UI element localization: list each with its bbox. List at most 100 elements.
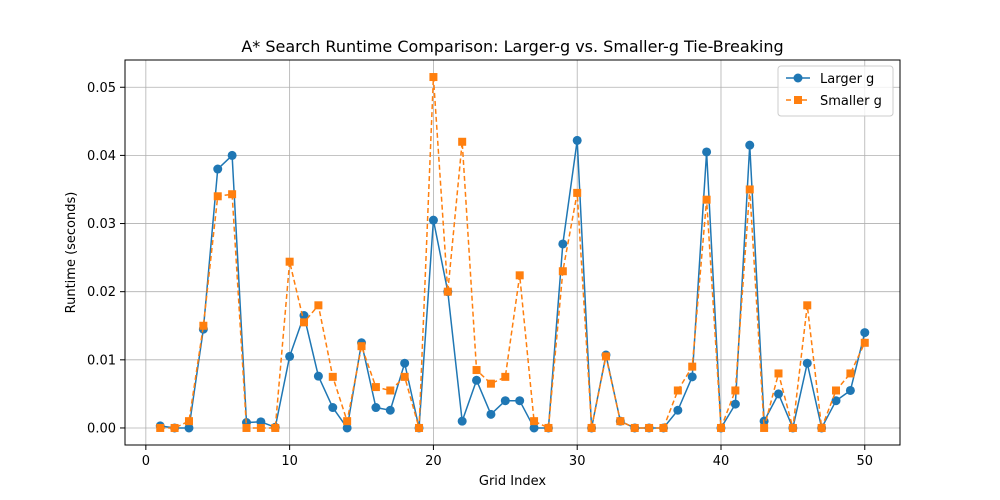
data-point-larger-g <box>802 358 812 368</box>
legend-label-larger-g: Larger g <box>820 72 874 87</box>
data-point-smaller-g <box>371 383 380 392</box>
data-point-larger-g <box>428 215 438 225</box>
data-point-larger-g <box>572 135 582 145</box>
data-point-smaller-g <box>242 423 251 432</box>
data-point-smaller-g <box>256 423 265 432</box>
y-tick-label: 0.01 <box>87 353 116 368</box>
data-point-smaller-g <box>472 366 481 375</box>
data-point-smaller-g <box>587 423 596 432</box>
data-point-smaller-g <box>860 338 869 347</box>
y-tick-label: 0.02 <box>87 285 116 300</box>
data-point-smaller-g <box>788 423 797 432</box>
data-point-smaller-g <box>199 321 208 330</box>
data-point-smaller-g <box>357 342 366 351</box>
data-point-smaller-g <box>429 73 438 82</box>
x-axis-label: Grid Index <box>479 474 547 489</box>
x-tick-label: 0 <box>142 454 150 469</box>
data-point-smaller-g <box>731 386 740 395</box>
data-point-larger-g <box>673 405 683 415</box>
data-point-smaller-g <box>558 267 567 276</box>
data-point-smaller-g <box>400 372 409 381</box>
data-point-larger-g <box>285 351 295 361</box>
data-point-smaller-g <box>285 257 294 266</box>
data-point-smaller-g <box>702 195 711 204</box>
data-point-smaller-g <box>616 417 625 426</box>
x-tick-label: 40 <box>713 454 730 469</box>
legend-label-smaller-g: Smaller g <box>820 94 882 109</box>
data-point-smaller-g <box>415 423 424 432</box>
data-point-larger-g <box>529 423 539 433</box>
y-axis-label: Runtime (seconds) <box>64 192 79 314</box>
data-point-smaller-g <box>832 386 841 395</box>
data-point-smaller-g <box>817 423 826 432</box>
data-point-smaller-g <box>156 423 165 432</box>
data-point-smaller-g <box>530 417 539 426</box>
data-point-smaller-g <box>184 417 193 426</box>
data-point-smaller-g <box>501 372 510 381</box>
data-point-larger-g <box>558 239 568 249</box>
y-tick-label: 0.04 <box>87 149 116 164</box>
data-point-larger-g <box>313 371 323 381</box>
data-point-smaller-g <box>443 287 452 296</box>
data-point-larger-g <box>227 150 237 160</box>
data-point-larger-g <box>342 423 352 433</box>
data-point-larger-g <box>845 385 855 395</box>
data-point-larger-g <box>328 403 338 413</box>
data-point-larger-g <box>486 409 496 419</box>
data-point-smaller-g <box>760 423 769 432</box>
x-tick-label: 30 <box>569 454 586 469</box>
data-point-larger-g <box>371 403 381 413</box>
series-line-smaller-g <box>160 76 866 429</box>
data-point-larger-g <box>745 140 755 150</box>
data-point-larger-g <box>184 423 194 433</box>
data-point-smaller-g <box>170 423 179 432</box>
data-point-larger-g <box>687 372 697 382</box>
series-layer <box>155 73 870 433</box>
data-point-smaller-g <box>774 369 783 378</box>
data-point-smaller-g <box>486 379 495 388</box>
data-point-smaller-g <box>645 423 654 432</box>
data-point-larger-g <box>457 416 467 426</box>
data-point-smaller-g <box>328 372 337 381</box>
chart-title: A* Search Runtime Comparison: Larger-g v… <box>241 37 783 56</box>
data-point-smaller-g <box>515 271 524 280</box>
data-point-larger-g <box>702 147 712 157</box>
legend-marker-smaller-g <box>794 96 802 104</box>
data-point-smaller-g <box>228 190 237 199</box>
data-point-smaller-g <box>386 386 395 395</box>
data-point-larger-g <box>730 399 740 409</box>
data-point-smaller-g <box>688 362 697 371</box>
data-point-smaller-g <box>716 423 725 432</box>
y-tick-label: 0.05 <box>87 81 116 96</box>
data-point-larger-g <box>472 375 482 385</box>
data-point-smaller-g <box>343 417 352 426</box>
data-point-larger-g <box>774 389 784 399</box>
plot-background <box>125 60 900 445</box>
plot-frame <box>124 59 901 446</box>
x-tick-label: 20 <box>425 454 442 469</box>
data-point-smaller-g <box>573 188 582 197</box>
data-point-smaller-g <box>213 192 222 201</box>
x-tick-label: 50 <box>856 454 873 469</box>
data-point-smaller-g <box>314 301 323 310</box>
legend: Larger g Smaller g <box>777 65 894 117</box>
data-point-smaller-g <box>271 423 280 432</box>
data-point-larger-g <box>860 328 870 338</box>
data-point-smaller-g <box>673 386 682 395</box>
data-point-larger-g <box>385 405 395 415</box>
legend-marker-larger-g <box>793 73 803 83</box>
ticks: 0 10 20 30 40 50 0.00 0.01 0.02 0.03 0.04 0.05 <box>87 81 873 469</box>
data-point-smaller-g <box>601 352 610 361</box>
data-point-larger-g <box>400 358 410 368</box>
data-point-larger-g <box>213 164 223 174</box>
data-point-larger-g <box>831 396 841 406</box>
data-point-larger-g <box>500 396 510 406</box>
data-point-smaller-g <box>803 301 812 310</box>
data-point-smaller-g <box>300 318 309 327</box>
y-tick-label: 0.03 <box>87 217 116 232</box>
x-tick-label: 10 <box>281 454 298 469</box>
data-point-smaller-g <box>659 423 668 432</box>
data-point-smaller-g <box>846 369 855 378</box>
data-point-smaller-g <box>745 185 754 194</box>
